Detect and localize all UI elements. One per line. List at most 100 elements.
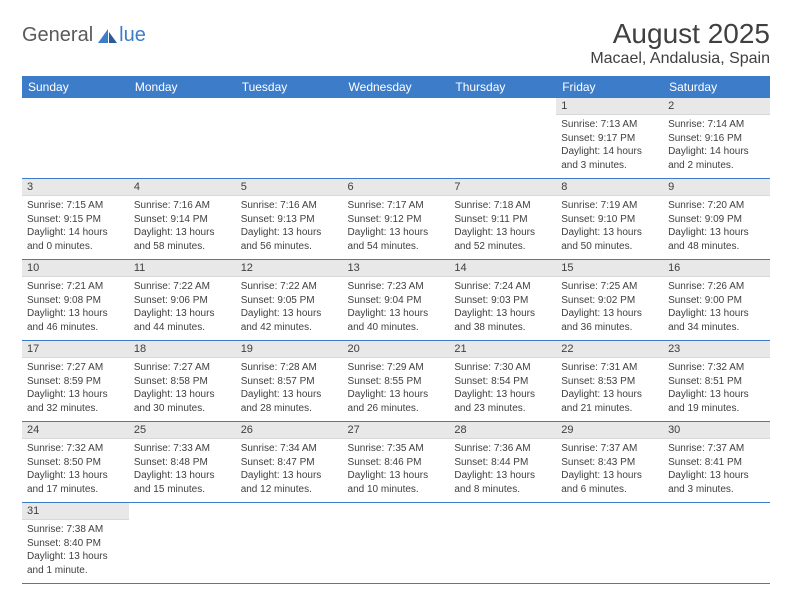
calendar-cell: 21Sunrise: 7:30 AMSunset: 8:54 PMDayligh… — [449, 341, 556, 422]
calendar-cell: 25Sunrise: 7:33 AMSunset: 8:48 PMDayligh… — [129, 422, 236, 503]
day-number: 24 — [22, 422, 129, 439]
day-content: Sunrise: 7:36 AMSunset: 8:44 PMDaylight:… — [449, 439, 556, 502]
day-content: Sunrise: 7:28 AMSunset: 8:57 PMDaylight:… — [236, 358, 343, 421]
calendar-cell: 11Sunrise: 7:22 AMSunset: 9:06 PMDayligh… — [129, 260, 236, 341]
day-header: Tuesday — [236, 76, 343, 98]
calendar-cell — [236, 503, 343, 584]
calendar-week: 31Sunrise: 7:38 AMSunset: 8:40 PMDayligh… — [22, 503, 770, 584]
day-number: 2 — [663, 98, 770, 115]
day-content: Sunrise: 7:34 AMSunset: 8:47 PMDaylight:… — [236, 439, 343, 502]
calendar-cell: 9Sunrise: 7:20 AMSunset: 9:09 PMDaylight… — [663, 179, 770, 260]
day-number: 7 — [449, 179, 556, 196]
day-content: Sunrise: 7:13 AMSunset: 9:17 PMDaylight:… — [556, 115, 663, 178]
calendar-body: 1Sunrise: 7:13 AMSunset: 9:17 PMDaylight… — [22, 98, 770, 584]
day-content: Sunrise: 7:27 AMSunset: 8:59 PMDaylight:… — [22, 358, 129, 421]
calendar-cell: 26Sunrise: 7:34 AMSunset: 8:47 PMDayligh… — [236, 422, 343, 503]
page-title: August 2025 — [590, 18, 770, 50]
calendar-cell: 4Sunrise: 7:16 AMSunset: 9:14 PMDaylight… — [129, 179, 236, 260]
calendar-cell: 13Sunrise: 7:23 AMSunset: 9:04 PMDayligh… — [343, 260, 450, 341]
day-number: 19 — [236, 341, 343, 358]
day-header-row: Sunday Monday Tuesday Wednesday Thursday… — [22, 76, 770, 98]
day-number: 13 — [343, 260, 450, 277]
logo-text-before: General — [22, 24, 93, 47]
day-content: Sunrise: 7:29 AMSunset: 8:55 PMDaylight:… — [343, 358, 450, 421]
day-header: Monday — [129, 76, 236, 98]
day-number: 29 — [556, 422, 663, 439]
day-number: 20 — [343, 341, 450, 358]
day-content: Sunrise: 7:24 AMSunset: 9:03 PMDaylight:… — [449, 277, 556, 340]
day-content: Sunrise: 7:21 AMSunset: 9:08 PMDaylight:… — [22, 277, 129, 340]
calendar-cell: 2Sunrise: 7:14 AMSunset: 9:16 PMDaylight… — [663, 98, 770, 179]
day-content: Sunrise: 7:14 AMSunset: 9:16 PMDaylight:… — [663, 115, 770, 178]
calendar-cell: 7Sunrise: 7:18 AMSunset: 9:11 PMDaylight… — [449, 179, 556, 260]
calendar-cell: 18Sunrise: 7:27 AMSunset: 8:58 PMDayligh… — [129, 341, 236, 422]
location: Macael, Andalusia, Spain — [590, 50, 770, 68]
day-content: Sunrise: 7:30 AMSunset: 8:54 PMDaylight:… — [449, 358, 556, 421]
calendar-cell: 15Sunrise: 7:25 AMSunset: 9:02 PMDayligh… — [556, 260, 663, 341]
day-header: Saturday — [663, 76, 770, 98]
calendar-cell — [129, 503, 236, 584]
day-number: 26 — [236, 422, 343, 439]
day-number: 30 — [663, 422, 770, 439]
day-content: Sunrise: 7:35 AMSunset: 8:46 PMDaylight:… — [343, 439, 450, 502]
calendar-cell: 17Sunrise: 7:27 AMSunset: 8:59 PMDayligh… — [22, 341, 129, 422]
day-number: 17 — [22, 341, 129, 358]
day-number: 9 — [663, 179, 770, 196]
day-number: 6 — [343, 179, 450, 196]
calendar-cell: 14Sunrise: 7:24 AMSunset: 9:03 PMDayligh… — [449, 260, 556, 341]
day-header: Sunday — [22, 76, 129, 98]
calendar-cell: 31Sunrise: 7:38 AMSunset: 8:40 PMDayligh… — [22, 503, 129, 584]
calendar-cell: 5Sunrise: 7:16 AMSunset: 9:13 PMDaylight… — [236, 179, 343, 260]
calendar-week: 1Sunrise: 7:13 AMSunset: 9:17 PMDaylight… — [22, 98, 770, 179]
calendar-cell: 19Sunrise: 7:28 AMSunset: 8:57 PMDayligh… — [236, 341, 343, 422]
day-content: Sunrise: 7:22 AMSunset: 9:06 PMDaylight:… — [129, 277, 236, 340]
logo-text-after: lue — [119, 24, 146, 47]
calendar-table: Sunday Monday Tuesday Wednesday Thursday… — [22, 76, 770, 584]
calendar-cell — [129, 98, 236, 179]
day-content: Sunrise: 7:16 AMSunset: 9:13 PMDaylight:… — [236, 196, 343, 259]
calendar-cell — [449, 503, 556, 584]
calendar-cell: 6Sunrise: 7:17 AMSunset: 9:12 PMDaylight… — [343, 179, 450, 260]
day-header: Thursday — [449, 76, 556, 98]
calendar-cell — [663, 503, 770, 584]
day-content: Sunrise: 7:27 AMSunset: 8:58 PMDaylight:… — [129, 358, 236, 421]
day-number: 12 — [236, 260, 343, 277]
day-content: Sunrise: 7:16 AMSunset: 9:14 PMDaylight:… — [129, 196, 236, 259]
calendar-week: 24Sunrise: 7:32 AMSunset: 8:50 PMDayligh… — [22, 422, 770, 503]
calendar-week: 10Sunrise: 7:21 AMSunset: 9:08 PMDayligh… — [22, 260, 770, 341]
calendar-cell: 8Sunrise: 7:19 AMSunset: 9:10 PMDaylight… — [556, 179, 663, 260]
day-number: 5 — [236, 179, 343, 196]
day-number: 16 — [663, 260, 770, 277]
day-number: 22 — [556, 341, 663, 358]
day-header: Wednesday — [343, 76, 450, 98]
calendar-cell: 30Sunrise: 7:37 AMSunset: 8:41 PMDayligh… — [663, 422, 770, 503]
calendar-cell: 12Sunrise: 7:22 AMSunset: 9:05 PMDayligh… — [236, 260, 343, 341]
calendar-cell: 10Sunrise: 7:21 AMSunset: 9:08 PMDayligh… — [22, 260, 129, 341]
sail-icon — [96, 27, 118, 45]
header: General lue August 2025 Macael, Andalusi… — [22, 18, 770, 68]
day-header: Friday — [556, 76, 663, 98]
day-number: 4 — [129, 179, 236, 196]
calendar-week: 17Sunrise: 7:27 AMSunset: 8:59 PMDayligh… — [22, 341, 770, 422]
day-content: Sunrise: 7:32 AMSunset: 8:51 PMDaylight:… — [663, 358, 770, 421]
day-number: 23 — [663, 341, 770, 358]
title-block: August 2025 Macael, Andalusia, Spain — [590, 18, 770, 68]
logo: General lue — [22, 24, 146, 47]
day-content: Sunrise: 7:20 AMSunset: 9:09 PMDaylight:… — [663, 196, 770, 259]
day-number: 3 — [22, 179, 129, 196]
calendar-cell — [343, 98, 450, 179]
calendar-cell — [236, 98, 343, 179]
day-number: 14 — [449, 260, 556, 277]
day-number: 27 — [343, 422, 450, 439]
day-content: Sunrise: 7:37 AMSunset: 8:41 PMDaylight:… — [663, 439, 770, 502]
calendar-cell: 1Sunrise: 7:13 AMSunset: 9:17 PMDaylight… — [556, 98, 663, 179]
calendar-cell: 16Sunrise: 7:26 AMSunset: 9:00 PMDayligh… — [663, 260, 770, 341]
day-content: Sunrise: 7:22 AMSunset: 9:05 PMDaylight:… — [236, 277, 343, 340]
day-number: 18 — [129, 341, 236, 358]
day-number: 10 — [22, 260, 129, 277]
day-content: Sunrise: 7:26 AMSunset: 9:00 PMDaylight:… — [663, 277, 770, 340]
calendar-cell — [343, 503, 450, 584]
day-number: 15 — [556, 260, 663, 277]
day-content: Sunrise: 7:32 AMSunset: 8:50 PMDaylight:… — [22, 439, 129, 502]
day-content: Sunrise: 7:18 AMSunset: 9:11 PMDaylight:… — [449, 196, 556, 259]
